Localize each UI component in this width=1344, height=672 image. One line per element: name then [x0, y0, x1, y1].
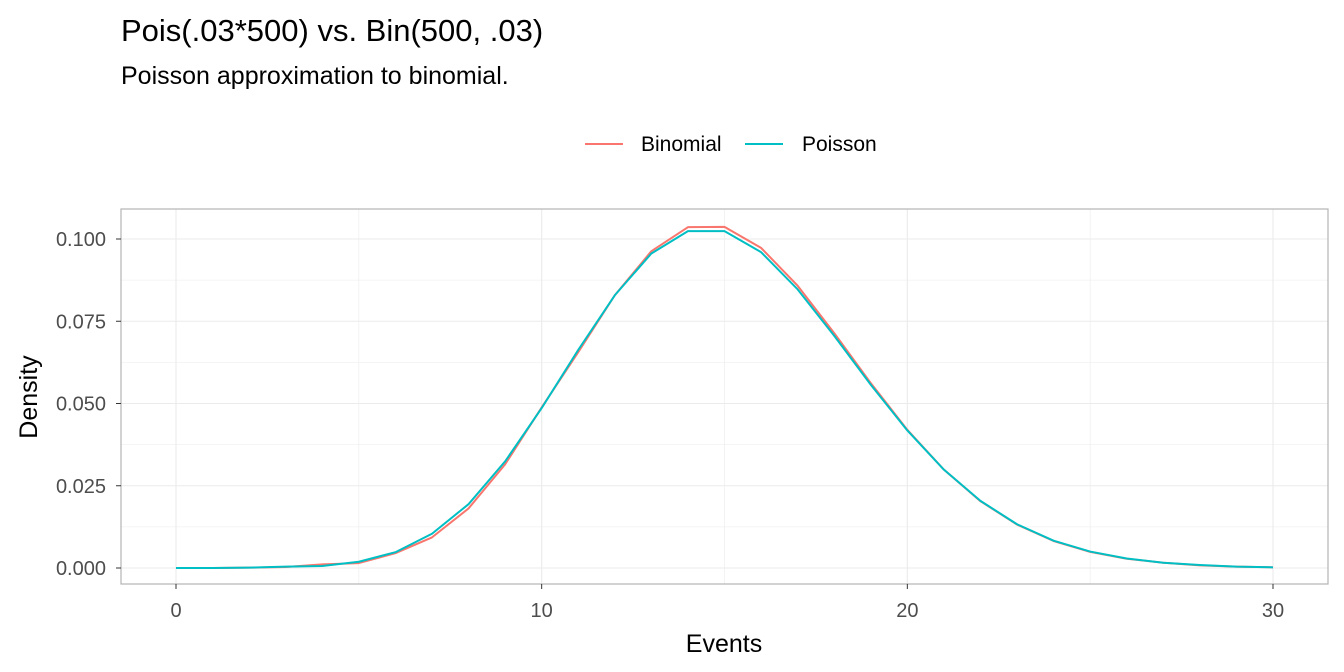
x-tick-label: 10: [531, 600, 553, 622]
grid-minor: [121, 209, 1328, 584]
y-tick-label: 0.075: [56, 311, 106, 333]
series-line-poisson: [176, 230, 1274, 569]
x-axis-ticks: 0 10 20 30: [170, 584, 1284, 622]
legend-label-poisson: Poisson: [802, 133, 877, 156]
x-tick-label: 20: [896, 600, 918, 622]
plot-series: [176, 225, 1274, 569]
x-tick-label: 30: [1262, 600, 1284, 622]
grid-major: [121, 209, 1328, 584]
y-axis-title: Density: [15, 355, 43, 439]
chart-subtitle: Poisson approximation to binomial.: [121, 62, 509, 90]
legend-label-binomial: Binomial: [641, 133, 722, 156]
legend: Binomial Poisson: [585, 133, 877, 156]
y-tick-label: 0.100: [56, 229, 106, 251]
chart-title: Pois(.03*500) vs. Bin(500, .03): [121, 13, 543, 48]
y-tick-label: 0.025: [56, 476, 106, 498]
y-tick-label: 0.000: [56, 558, 106, 580]
y-tick-label: 0.050: [56, 394, 106, 416]
x-tick-label: 0: [170, 600, 181, 622]
x-axis-title: Events: [686, 630, 762, 658]
panel-border: [120, 208, 1329, 585]
y-axis-ticks: 0.000 0.025 0.050 0.075 0.100: [56, 229, 121, 580]
